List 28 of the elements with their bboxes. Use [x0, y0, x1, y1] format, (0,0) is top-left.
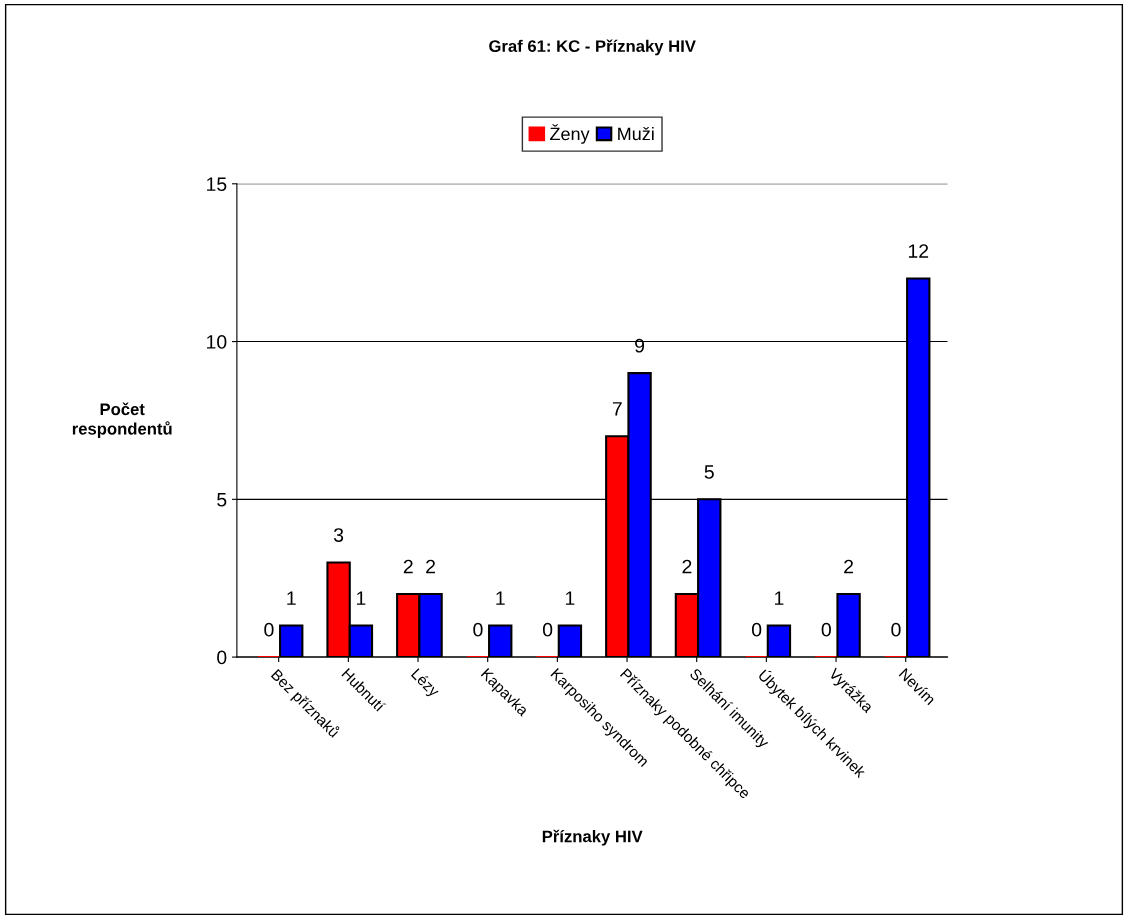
y-tick-label: 15 [207, 177, 227, 192]
data-label: 1 [774, 591, 784, 605]
data-label: 3 [333, 528, 344, 542]
data-label: 1 [356, 591, 366, 605]
y-tick-label: 5 [217, 492, 227, 507]
data-label: 2 [682, 559, 692, 574]
data-label: 0 [891, 622, 901, 637]
data-label: 5 [704, 465, 714, 479]
data-label: 12 [908, 244, 929, 258]
data-label: 0 [821, 622, 831, 637]
data-label: 1 [287, 591, 296, 605]
data-label: 2 [403, 559, 413, 574]
data-label: 0 [473, 622, 483, 637]
data-label: 2 [426, 559, 435, 574]
chart-title: Graf 61: KC - Příznaky HIV [489, 39, 696, 56]
data-label: 1 [496, 591, 505, 605]
data-label: 0 [264, 622, 274, 637]
legend-label: Muži [618, 126, 654, 141]
y-tick-label: 10 [207, 335, 227, 349]
y-tick-label: 0 [217, 650, 227, 665]
data-label: 7 [612, 402, 622, 416]
legend-label: Ženy [550, 124, 590, 144]
data-label: 0 [542, 622, 553, 637]
data-label: 1 [565, 591, 575, 605]
x-axis-title: Příznaky HIV [542, 829, 643, 846]
data-label: 0 [751, 622, 762, 637]
y-axis-title: Počet respondentů [72, 402, 172, 438]
data-label: 2 [844, 559, 854, 574]
